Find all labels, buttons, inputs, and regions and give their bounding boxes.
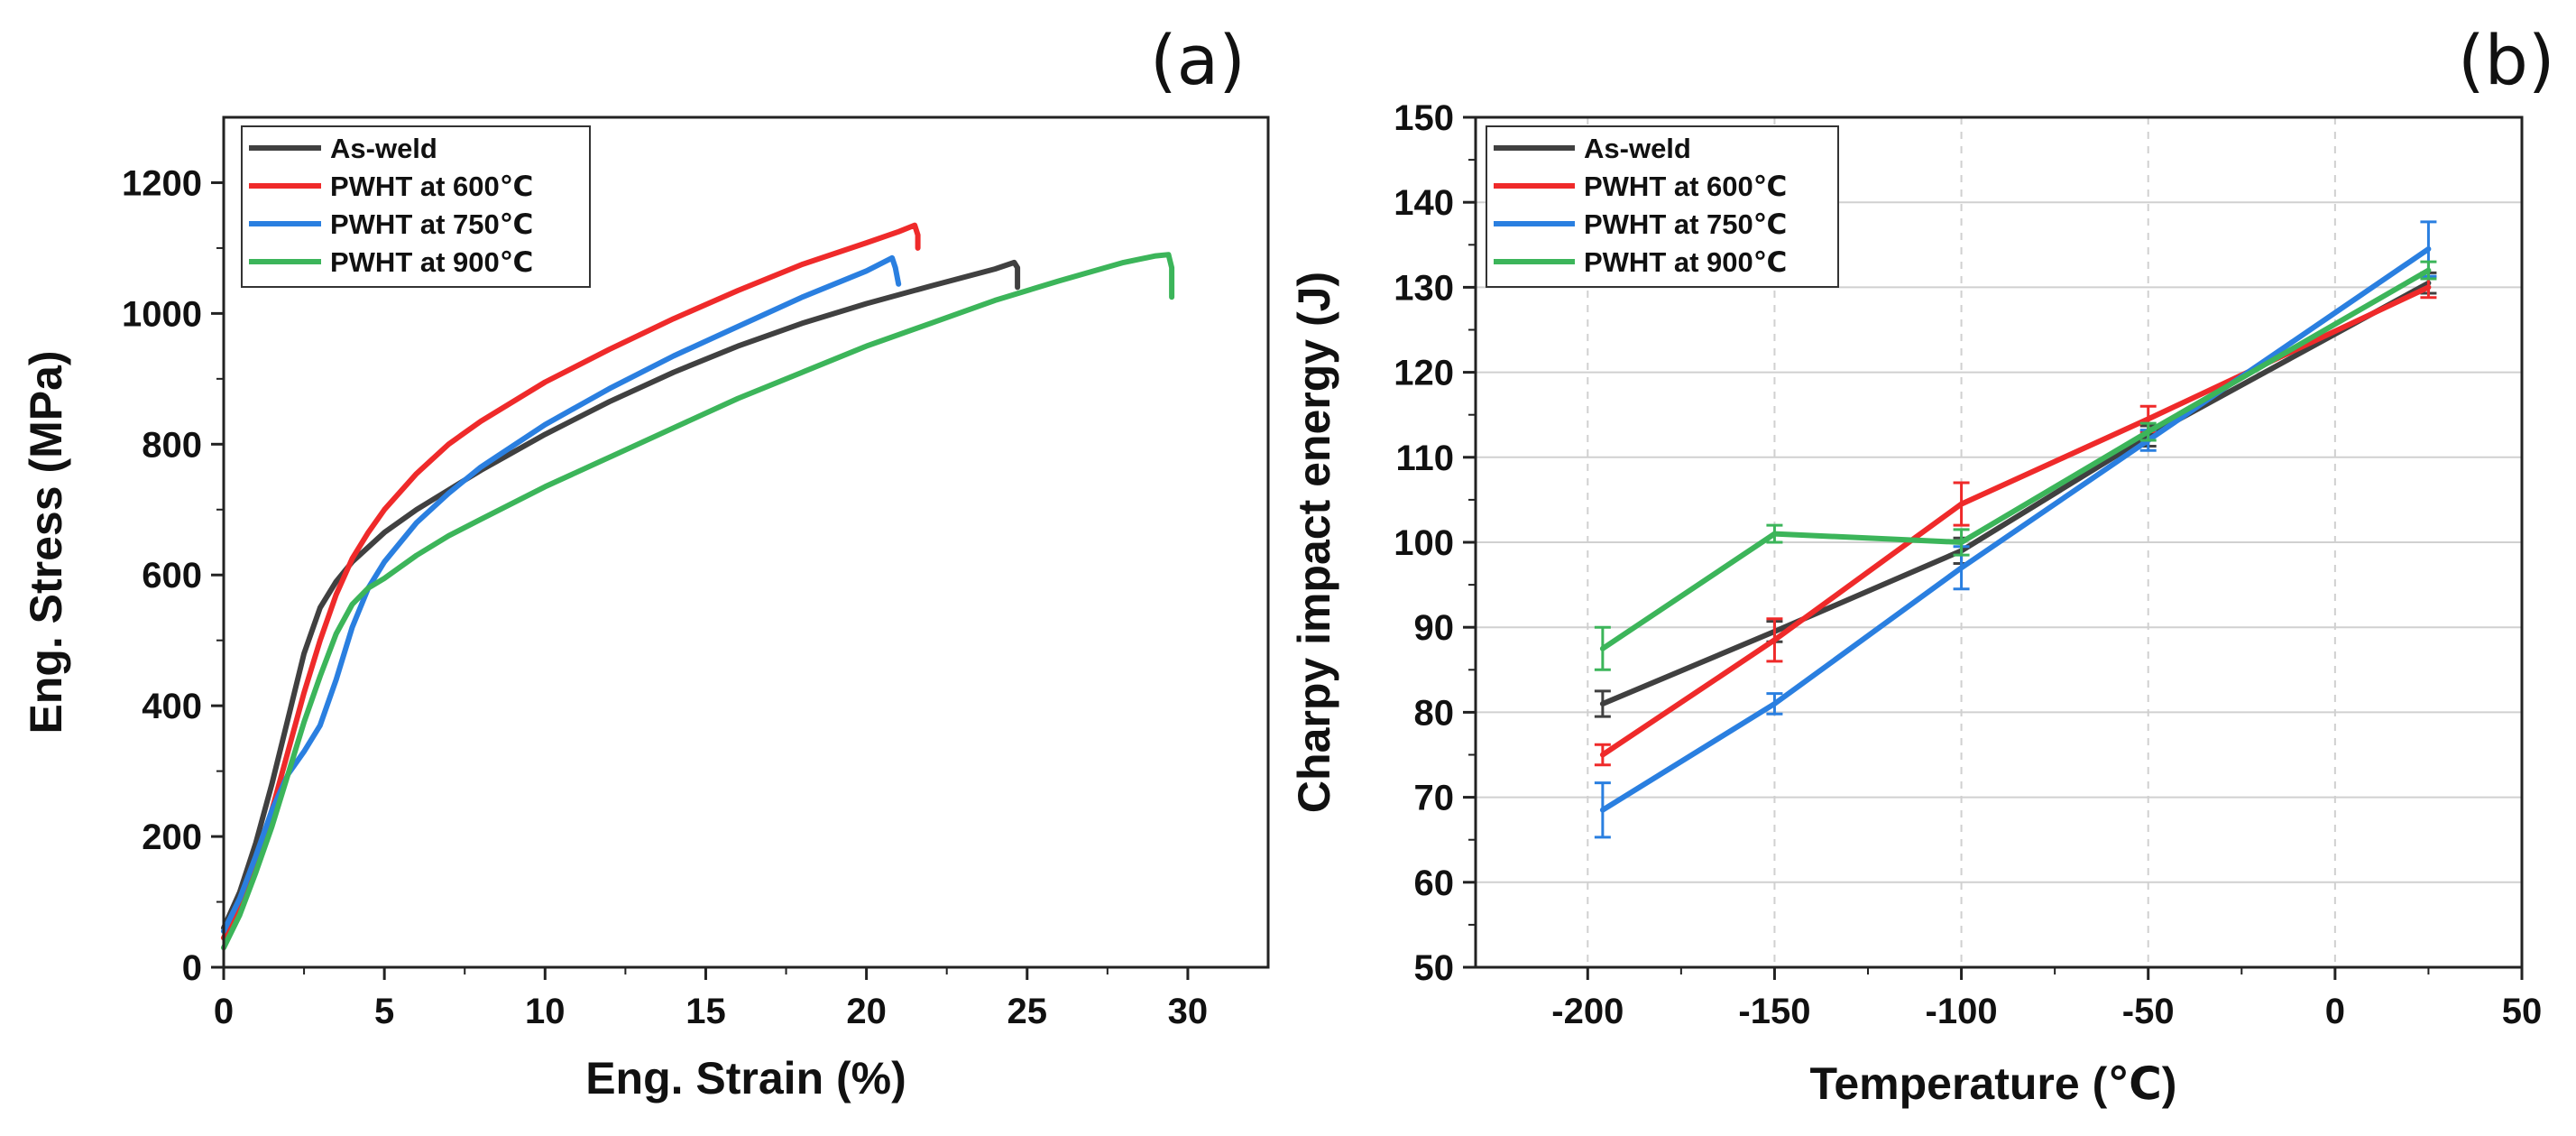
legend-label-1: PWHT at 600℃ bbox=[330, 171, 533, 202]
legend-label-2: PWHT at 750℃ bbox=[1584, 208, 1787, 240]
x-tick-label: 0 bbox=[2325, 992, 2345, 1031]
error-bar bbox=[2420, 260, 2437, 281]
panel-label-b: (b) bbox=[2458, 20, 2555, 100]
x-tick-label: -200 bbox=[1551, 992, 1624, 1031]
error-bar bbox=[1594, 781, 1611, 839]
x-tick-label: -150 bbox=[1738, 992, 1810, 1031]
series-line-1 bbox=[1599, 284, 2432, 758]
error-bar bbox=[2139, 421, 2157, 442]
series-line-3 bbox=[221, 252, 1175, 951]
series-line-0 bbox=[221, 259, 1021, 931]
error-bar bbox=[1594, 743, 1611, 767]
x-tick-label: 0 bbox=[214, 992, 234, 1031]
chart-a-ylabel: Eng. Stress (MPa) bbox=[21, 350, 71, 734]
panel-label-a: (a) bbox=[1150, 20, 1246, 100]
series-line-1 bbox=[221, 222, 921, 941]
y-tick-label: 90 bbox=[1414, 608, 1455, 648]
y-tick-label: 600 bbox=[142, 556, 202, 596]
y-tick-label: 0 bbox=[182, 948, 202, 988]
x-tick-label: 15 bbox=[685, 992, 726, 1031]
y-tick-label: 200 bbox=[142, 817, 202, 857]
y-tick-label: 50 bbox=[1414, 948, 1455, 988]
error-bar bbox=[1953, 481, 1970, 527]
x-tick-label: -100 bbox=[1926, 992, 1998, 1031]
x-tick-label: -50 bbox=[2122, 992, 2175, 1031]
error-bar bbox=[1766, 523, 1783, 544]
chart-b-ylabel: Charpy impact energy (J) bbox=[1289, 272, 1339, 813]
y-tick-label: 60 bbox=[1414, 864, 1455, 903]
y-tick-label: 120 bbox=[1394, 354, 1454, 393]
x-tick-label: 30 bbox=[1168, 992, 1209, 1031]
error-bar bbox=[1594, 689, 1611, 718]
legend-label-0: As-weld bbox=[330, 133, 437, 164]
y-tick-label: 80 bbox=[1414, 693, 1455, 733]
error-bar bbox=[1766, 617, 1783, 663]
series-line-3 bbox=[1599, 267, 2432, 651]
y-tick-label: 140 bbox=[1394, 183, 1454, 223]
x-tick-label: 50 bbox=[2502, 992, 2543, 1031]
x-tick-label: 5 bbox=[374, 992, 394, 1031]
x-tick-label: 10 bbox=[525, 992, 566, 1031]
series-line-2 bbox=[1599, 246, 2432, 813]
chart-b-xlabel: Temperature (℃) bbox=[1810, 1058, 2177, 1109]
chart-a-legend: As-weld PWHT at 600℃ PWHT at 750℃ PWHT at 9… bbox=[241, 125, 591, 288]
legend-label-2: PWHT at 750℃ bbox=[330, 208, 533, 240]
y-tick-label: 130 bbox=[1394, 268, 1454, 308]
chart-a-frame bbox=[222, 115, 1270, 969]
series-line-2 bbox=[221, 254, 902, 935]
legend-label-1: PWHT at 600℃ bbox=[1584, 171, 1787, 202]
chart-b: -200 -150 -100 -50 0 50 50 60 70 80 90 100 110 120 130… bbox=[1289, 98, 2542, 1109]
chart-a-xlabel: Eng. Strain (%) bbox=[585, 1053, 906, 1104]
legend-label-3: PWHT at 900℃ bbox=[330, 246, 533, 278]
y-tick-label: 400 bbox=[142, 687, 202, 726]
error-bar bbox=[1594, 625, 1611, 671]
chart-a: 0 5 10 15 20 25 30 0 200 400 600 800 1000 1200 Eng. S… bbox=[21, 115, 1270, 1104]
y-tick-label: 150 bbox=[1394, 98, 1454, 138]
error-bar bbox=[1766, 692, 1783, 716]
y-tick-label: 70 bbox=[1414, 779, 1455, 818]
error-bar bbox=[1953, 528, 1970, 557]
legend-label-0: As-weld bbox=[1584, 133, 1691, 164]
y-tick-label: 1000 bbox=[122, 294, 202, 334]
y-tick-label: 1200 bbox=[122, 163, 202, 203]
y-tick-label: 100 bbox=[1394, 523, 1454, 563]
legend-label-3: PWHT at 900℃ bbox=[1584, 246, 1787, 278]
y-tick-label: 110 bbox=[1395, 439, 1454, 478]
y-tick-label: 800 bbox=[142, 425, 202, 465]
x-tick-label: 20 bbox=[846, 992, 887, 1031]
chart-b-legend: As-weld PWHT at 600℃ PWHT at 750℃ PWHT at 9… bbox=[1486, 125, 1839, 288]
x-tick-label: 25 bbox=[1007, 992, 1048, 1031]
